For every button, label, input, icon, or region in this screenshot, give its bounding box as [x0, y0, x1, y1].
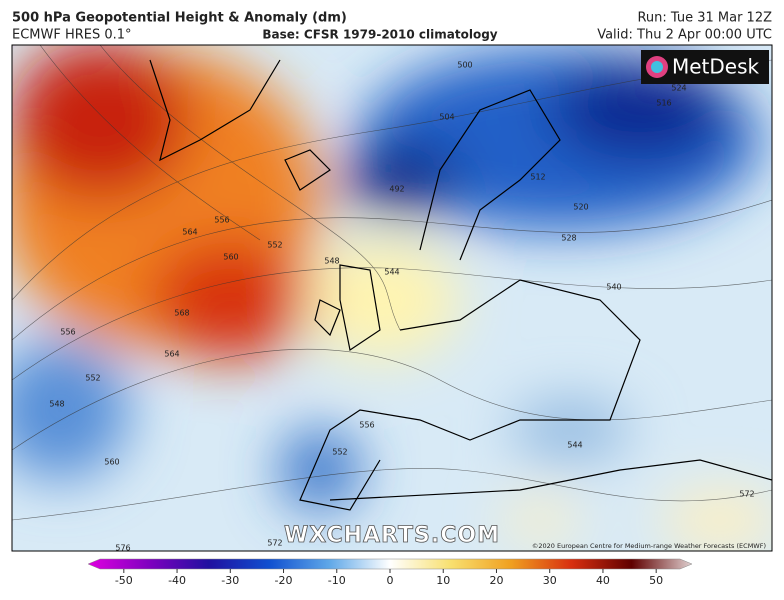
colorbar-tick-label: -40 — [168, 574, 186, 587]
valid: Valid: Thu 2 Apr 00:00 UTC — [597, 28, 772, 43]
contour-label: 572 — [267, 539, 282, 548]
contour-label: 548 — [324, 257, 339, 266]
contour-label: 552 — [85, 374, 100, 383]
watermark: WXCHARTS.COM — [284, 523, 500, 548]
contour-label: 552 — [267, 241, 282, 250]
colorbar-tick-label: 20 — [489, 574, 503, 587]
colorbar-tick-label: 30 — [543, 574, 557, 587]
colorbar-tick-label: 10 — [436, 574, 450, 587]
contour-label: 524 — [671, 84, 686, 93]
model: ECMWF HRES 0.1° — [12, 28, 132, 43]
logo: MetDesk — [672, 55, 760, 79]
contour-label: 544 — [384, 268, 399, 277]
colorbar-tick-label: 50 — [649, 574, 663, 587]
contour-label: 516 — [656, 99, 671, 108]
contour-label: 572 — [739, 490, 754, 499]
colorbar: -50 -40 -30 -20 -10 0 10 20 30 40 50 — [87, 558, 693, 587]
contour-label: 528 — [561, 234, 576, 243]
contour-label: 556 — [359, 421, 374, 430]
map-frame — [11, 44, 773, 552]
contour-label: 540 — [606, 283, 621, 292]
colorbar-tick-label: 0 — [387, 574, 394, 587]
contour-label: 552 — [332, 448, 347, 457]
contour-label: 548 — [49, 400, 64, 409]
map — [12, 45, 772, 551]
colorbar-tick-label: -10 — [328, 574, 346, 587]
contour-label: 560 — [104, 458, 119, 467]
contour-label: 564 — [164, 350, 179, 359]
colorbar-tick-label: 40 — [596, 574, 610, 587]
logo-box: MetDesk — [641, 50, 769, 84]
contour-label: 520 — [573, 203, 588, 212]
copyright: ©2020 European Centre for Medium-range W… — [532, 542, 766, 550]
contour-label: 556 — [214, 216, 229, 225]
title: 500 hPa Geopotential Height & Anomaly (d… — [12, 11, 347, 26]
contour-label: 556 — [60, 328, 75, 337]
contour-label: 500 — [457, 61, 472, 70]
contour-label: 560 — [223, 253, 238, 262]
run: Run: Tue 31 Mar 12Z — [637, 11, 772, 26]
colorbar-tick-label: -30 — [221, 574, 239, 587]
contour-label: 504 — [439, 113, 454, 122]
colorbar-tick-label: -50 — [115, 574, 133, 587]
contour-label: 576 — [115, 544, 130, 553]
contour-label: 564 — [182, 228, 197, 237]
contour-label: 492 — [389, 185, 404, 194]
colorbar-tick-label: -20 — [275, 574, 293, 587]
base: Base: CFSR 1979-2010 climatology — [262, 28, 497, 42]
contour-label: 512 — [530, 173, 545, 182]
contour-label: 568 — [174, 309, 189, 318]
contour-label: 544 — [567, 441, 582, 450]
colorbar-bar — [87, 558, 693, 570]
